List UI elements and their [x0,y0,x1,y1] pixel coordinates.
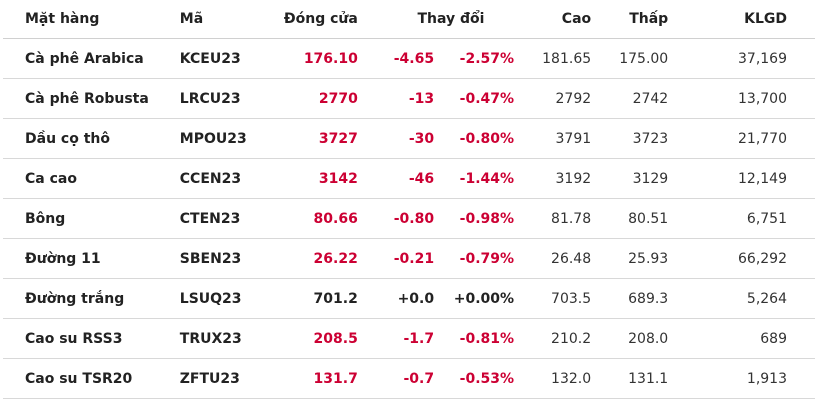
cell-name: Đường 11 [3,238,180,279]
cell-code: MPOU23 [179,118,261,159]
cell-close: 176.10 [260,38,358,79]
cell-code: KCEU23 [179,38,261,79]
cell-change: -13 [357,78,435,119]
cell-code: TRUX23 [179,318,261,359]
cell-code: CCEN23 [179,158,261,199]
cell-close: 208.5 [260,318,358,359]
cell-low: 208.0 [591,318,669,359]
cell-volume: 6,751 [668,198,815,239]
cell-high: 181.65 [514,38,592,79]
cell-volume: 12,149 [668,158,815,199]
header-high[interactable]: Cao [514,0,592,39]
cell-name: Cao su TSR20 [3,358,180,399]
cell-change: -0.7 [357,358,435,399]
cell-name: Cao su RSS3 [3,318,180,359]
cell-high: 132.0 [514,358,592,399]
cell-low: 80.51 [591,198,669,239]
cell-change-percent: -0.79% [434,238,515,279]
cell-volume: 1,913 [668,358,815,399]
cell-low: 2742 [591,78,669,119]
cell-low: 689.3 [591,278,669,319]
header-close[interactable]: Đóng cửa [260,0,358,39]
cell-name: Đường trắng [3,278,180,319]
cell-low: 175.00 [591,38,669,79]
header-row: Mặt hàng Mã Đóng cửa Thay đổi Cao Thấp K… [3,0,815,39]
cell-name: Cà phê Robusta [3,78,180,119]
cell-name: Ca cao [3,158,180,199]
header-name[interactable]: Mặt hàng [3,0,180,39]
cell-code: LSUQ23 [179,278,261,319]
cell-code: ZFTU23 [179,358,261,399]
cell-change-percent: -0.81% [434,318,515,359]
cell-high: 703.5 [514,278,592,319]
cell-close: 131.7 [260,358,358,399]
cell-high: 26.48 [514,238,592,279]
cell-high: 2792 [514,78,592,119]
cell-change-percent: -0.80% [434,118,515,159]
table-row[interactable]: Đường 11 SBEN23 26.22 -0.21 -0.79% 26.48 25.93… [3,238,815,279]
cell-change-percent: +0.00% [434,278,515,319]
cell-low: 25.93 [591,238,669,279]
commodity-price-table: Mặt hàng Mã Đóng cửa Thay đổi Cao Thấp K… [3,0,815,399]
cell-close: 701.2 [260,278,358,319]
cell-close: 3142 [260,158,358,199]
cell-change: +0.0 [357,278,435,319]
cell-change-percent: -0.47% [434,78,515,119]
cell-volume: 66,292 [668,238,815,279]
cell-change-percent: -0.98% [434,198,515,239]
cell-change-percent: -1.44% [434,158,515,199]
cell-close: 3727 [260,118,358,159]
cell-code: CTEN23 [179,198,261,239]
cell-change-percent: -2.57% [434,38,515,79]
cell-change-percent: -0.53% [434,358,515,399]
header-code[interactable]: Mã [179,0,261,39]
table-body: Cà phê Arabica KCEU23 176.10 -4.65 -2.57% 181… [3,38,815,399]
cell-close: 80.66 [260,198,358,239]
cell-name: Cà phê Arabica [3,38,180,79]
cell-volume: 37,169 [668,38,815,79]
cell-high: 3192 [514,158,592,199]
table-header: Mặt hàng Mã Đóng cửa Thay đổi Cao Thấp K… [3,0,815,39]
table-row[interactable]: Đường trắng LSUQ23 701.2 +0.0 +0.00% 703.5 689… [3,278,815,319]
cell-volume: 5,264 [668,278,815,319]
cell-low: 3723 [591,118,669,159]
cell-name: Dầu cọ thô [3,118,180,159]
cell-change: -1.7 [357,318,435,359]
cell-high: 3791 [514,118,592,159]
table-row[interactable]: Cao su RSS3 TRUX23 208.5 -1.7 -0.81% 210.2 208… [3,318,815,359]
cell-low: 131.1 [591,358,669,399]
cell-close: 26.22 [260,238,358,279]
table-row[interactable]: Cà phê Robusta LRCU23 2770 -13 -0.47% 2792 274… [3,78,815,119]
cell-code: SBEN23 [179,238,261,279]
cell-close: 2770 [260,78,358,119]
cell-change: -4.65 [357,38,435,79]
table-row[interactable]: Dầu cọ thô MPOU23 3727 -30 -0.80% 3791 3723 21,… [3,118,815,159]
cell-change: -0.80 [357,198,435,239]
cell-name: Bông [3,198,180,239]
cell-volume: 13,700 [668,78,815,119]
table-row[interactable]: Bông CTEN23 80.66 -0.80 -0.98% 81.78 80.51 6,75… [3,198,815,239]
cell-change: -30 [357,118,435,159]
table-row[interactable]: Cà phê Arabica KCEU23 176.10 -4.65 -2.57% 181… [3,38,815,79]
table-row[interactable]: Cao su TSR20 ZFTU23 131.7 -0.7 -0.53% 132.0 13… [3,358,815,399]
cell-high: 81.78 [514,198,592,239]
header-change[interactable]: Thay đổi [357,0,515,39]
cell-code: LRCU23 [179,78,261,119]
cell-high: 210.2 [514,318,592,359]
cell-change: -46 [357,158,435,199]
header-volume[interactable]: KLGD [668,0,815,39]
cell-volume: 21,770 [668,118,815,159]
cell-change: -0.21 [357,238,435,279]
header-low[interactable]: Thấp [591,0,669,39]
cell-volume: 689 [668,318,815,359]
cell-low: 3129 [591,158,669,199]
table-row[interactable]: Ca cao CCEN23 3142 -46 -1.44% 3192 3129 12,149 [3,158,815,199]
